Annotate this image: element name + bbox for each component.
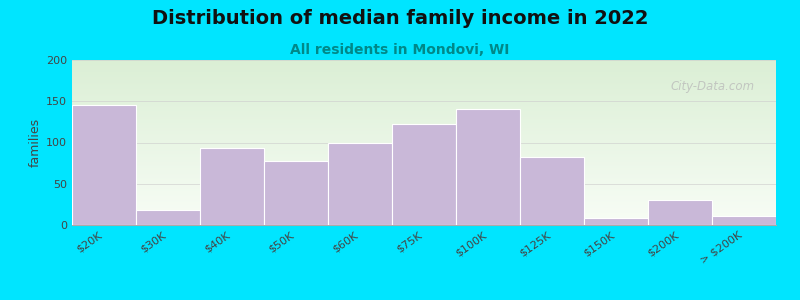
Y-axis label: families: families (29, 118, 42, 167)
Bar (264, 161, 328, 225)
Bar (712, 216, 776, 225)
Bar (136, 210, 200, 225)
Text: All residents in Mondovi, WI: All residents in Mondovi, WI (290, 44, 510, 58)
Bar (648, 200, 712, 225)
Bar (200, 148, 264, 225)
Bar (456, 110, 520, 225)
Text: Distribution of median family income in 2022: Distribution of median family income in … (152, 9, 648, 28)
Text: City-Data.com: City-Data.com (670, 80, 755, 93)
Bar (392, 124, 456, 225)
Bar (328, 142, 392, 225)
Bar (72, 105, 136, 225)
Bar (520, 157, 584, 225)
Bar (584, 218, 648, 225)
